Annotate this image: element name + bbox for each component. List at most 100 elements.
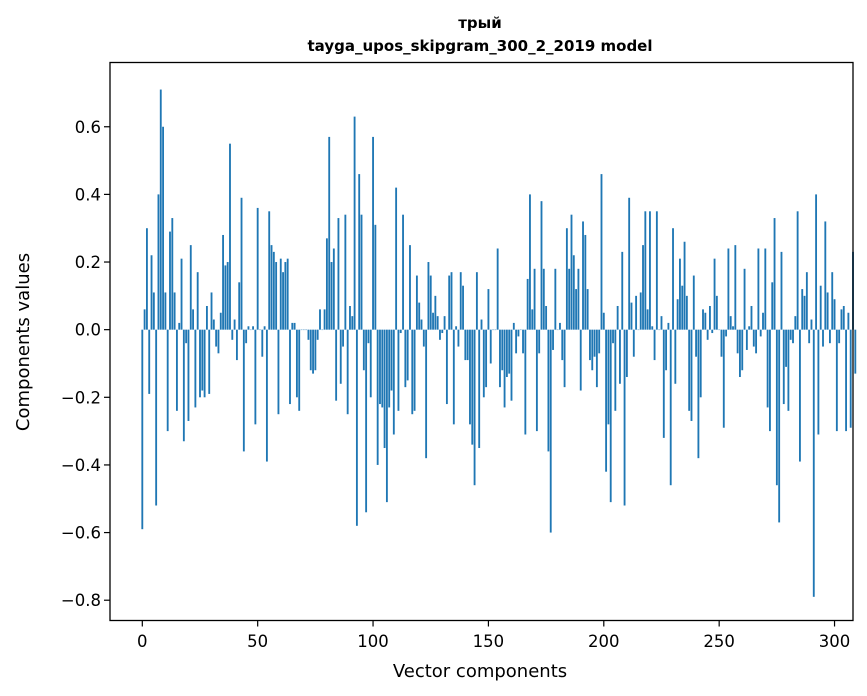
bar-25 [199,329,201,398]
bar-233 [679,258,681,330]
bar-23 [194,329,197,408]
bar-280 [787,329,790,411]
bar-252 [722,329,725,428]
bar-291 [812,329,815,597]
bar-157 [503,329,506,408]
bar-76 [316,329,319,340]
bar-32 [215,329,218,347]
x-tick-label: 200 [588,632,620,651]
bar-37 [226,262,229,330]
chart-title: трый [458,14,502,32]
bar-187 [572,255,575,330]
bar-120 [418,302,421,330]
bar-111 [397,329,400,411]
bar-22 [192,309,194,330]
x-tick-label: 150 [473,632,505,651]
bar-207 [619,329,621,384]
bar-211 [628,197,631,330]
bar-43 [240,197,243,330]
bar-203 [609,329,612,503]
x-tick-label: 50 [247,632,268,651]
bar-285 [799,329,801,462]
bar-156 [501,329,504,371]
bar-276 [778,329,781,523]
bar-234 [681,285,684,330]
bar-222 [653,329,656,361]
bar-33 [217,329,220,354]
bar-29 [208,329,211,394]
bar-50 [256,207,259,330]
bar-28 [205,305,208,330]
bar-87 [342,329,344,347]
y-tick-label: 0.2 [75,253,101,272]
bar-202 [607,329,610,425]
bar-8 [159,89,162,330]
bar-259 [739,329,741,378]
bar-42 [238,282,241,330]
bar-90 [349,305,351,330]
bar-272 [769,329,771,432]
bar-38 [229,143,231,330]
bar-93 [355,329,358,526]
bar-143 [471,329,474,445]
bar-19 [185,329,188,344]
bar-11 [166,329,169,432]
bar-306 [847,312,850,330]
bar-286 [801,289,804,330]
bar-288 [805,272,808,330]
bar-254 [727,248,730,330]
bar-264 [750,305,753,330]
bar-266 [755,329,758,354]
bar-147 [480,319,483,330]
bar-293 [817,329,820,435]
bar-72 [307,329,310,340]
bar-269 [762,312,764,330]
bar-34 [219,312,222,330]
bar-209 [623,329,626,506]
bar-185 [568,268,571,330]
bar-277 [780,251,783,330]
bar-245 [706,329,709,340]
bar-232 [676,299,679,330]
bar-48 [252,326,254,330]
bar-94 [358,174,361,330]
bar-181 [559,322,561,330]
bar-24 [196,272,199,330]
bar-73 [309,329,312,371]
bar-148 [482,329,485,398]
bar-163 [517,329,520,337]
bar-298 [829,329,831,344]
bar-159 [508,329,511,374]
bar-127 [434,295,437,330]
bar-86 [339,329,342,384]
bar-263 [748,326,751,330]
bar-160 [510,329,513,401]
bar-268 [759,329,762,337]
bar-225 [660,316,663,330]
bar-96 [362,329,365,371]
bar-121 [420,319,423,330]
bar-12 [169,231,171,330]
bar-274 [773,218,776,330]
bar-304 [842,305,845,330]
bar-283 [794,316,797,330]
bar-295 [822,329,824,347]
bar-235 [683,241,686,330]
bar-146 [478,329,481,449]
bar-132 [445,329,448,405]
bar-77 [319,309,321,330]
bar-262 [745,329,748,350]
y-tick-label: 0.6 [75,118,101,137]
bar-46 [247,326,250,330]
bar-126 [432,312,434,330]
bar-119 [415,275,418,330]
bar-201 [605,329,608,472]
bar-246 [709,305,711,330]
bar-253 [725,329,728,337]
bar-214 [635,295,638,330]
bar-125 [429,275,432,330]
bar-104 [381,329,384,408]
bar-247 [711,329,714,334]
bar-1 [143,309,146,330]
bar-67 [295,329,298,398]
